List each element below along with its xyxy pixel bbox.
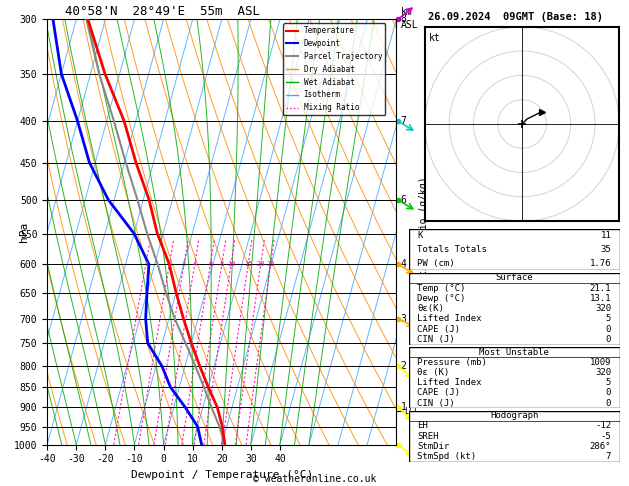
Text: 8: 8: [220, 261, 224, 267]
Text: Most Unstable: Most Unstable: [479, 347, 549, 357]
Text: 2: 2: [401, 361, 406, 371]
Text: 21.1: 21.1: [589, 283, 611, 293]
Text: kt: kt: [429, 33, 440, 43]
Text: 0: 0: [606, 399, 611, 408]
Text: Pressure (mb): Pressure (mb): [417, 358, 487, 367]
Text: K: K: [417, 231, 423, 240]
Text: 1: 1: [401, 402, 406, 413]
Text: Lifted Index: Lifted Index: [417, 378, 482, 387]
Text: θε (K): θε (K): [417, 368, 450, 377]
X-axis label: Dewpoint / Temperature (°C): Dewpoint / Temperature (°C): [131, 470, 313, 480]
Text: 6: 6: [208, 261, 213, 267]
Text: Totals Totals: Totals Totals: [417, 245, 487, 254]
Text: 25: 25: [267, 261, 275, 267]
Text: 5: 5: [606, 378, 611, 387]
FancyBboxPatch shape: [409, 229, 620, 270]
Text: 4: 4: [401, 259, 406, 269]
Text: Surface: Surface: [496, 273, 533, 282]
Text: 2: 2: [167, 261, 172, 267]
Text: © weatheronline.co.uk: © weatheronline.co.uk: [253, 473, 376, 484]
FancyBboxPatch shape: [409, 347, 620, 408]
Text: Dewp (°C): Dewp (°C): [417, 294, 465, 303]
Legend: Temperature, Dewpoint, Parcel Trajectory, Dry Adiabat, Wet Adiabat, Isotherm, Mi: Temperature, Dewpoint, Parcel Trajectory…: [283, 23, 386, 115]
Text: 8: 8: [401, 15, 406, 24]
Text: hPa: hPa: [19, 222, 30, 242]
Text: 10: 10: [227, 261, 235, 267]
Text: 286°: 286°: [589, 442, 611, 451]
Text: ASL: ASL: [401, 20, 418, 30]
Text: 20: 20: [257, 261, 265, 267]
Text: 320: 320: [595, 304, 611, 313]
Text: 5: 5: [606, 314, 611, 323]
Text: Temp (°C): Temp (°C): [417, 283, 465, 293]
Text: 320: 320: [595, 368, 611, 377]
Text: 1.76: 1.76: [589, 259, 611, 268]
Text: 3: 3: [182, 261, 186, 267]
Text: SREH: SREH: [417, 432, 439, 441]
Text: 15: 15: [244, 261, 252, 267]
Text: Mixing Ratio (g/kg): Mixing Ratio (g/kg): [419, 176, 429, 288]
Text: 13.1: 13.1: [589, 294, 611, 303]
Text: StmSpd (kt): StmSpd (kt): [417, 452, 476, 461]
Text: 0: 0: [606, 388, 611, 398]
Text: 0: 0: [606, 325, 611, 334]
Text: CIN (J): CIN (J): [417, 335, 455, 344]
Text: CAPE (J): CAPE (J): [417, 388, 460, 398]
Text: CIN (J): CIN (J): [417, 399, 455, 408]
Text: 40°58'N  28°49'E  55m  ASL: 40°58'N 28°49'E 55m ASL: [65, 5, 260, 18]
Text: 7: 7: [401, 116, 406, 126]
Text: -5: -5: [601, 432, 611, 441]
FancyBboxPatch shape: [409, 411, 620, 462]
Text: km: km: [401, 7, 412, 17]
Text: 3: 3: [401, 313, 406, 324]
Text: 4: 4: [192, 261, 197, 267]
Text: 7: 7: [606, 452, 611, 461]
Text: LCL: LCL: [404, 407, 419, 416]
Text: θε(K): θε(K): [417, 304, 444, 313]
Text: 35: 35: [601, 245, 611, 254]
Text: 1: 1: [143, 261, 148, 267]
Text: PW (cm): PW (cm): [417, 259, 455, 268]
Text: 11: 11: [601, 231, 611, 240]
Text: StmDir: StmDir: [417, 442, 450, 451]
Text: 0: 0: [606, 335, 611, 344]
Text: CAPE (J): CAPE (J): [417, 325, 460, 334]
Text: Hodograph: Hodograph: [490, 411, 538, 420]
FancyBboxPatch shape: [409, 273, 620, 345]
Text: Lifted Index: Lifted Index: [417, 314, 482, 323]
Text: 1009: 1009: [589, 358, 611, 367]
Text: EH: EH: [417, 421, 428, 431]
Text: 26.09.2024  09GMT (Base: 18): 26.09.2024 09GMT (Base: 18): [428, 12, 603, 22]
Text: -12: -12: [595, 421, 611, 431]
Text: 6: 6: [401, 195, 406, 205]
